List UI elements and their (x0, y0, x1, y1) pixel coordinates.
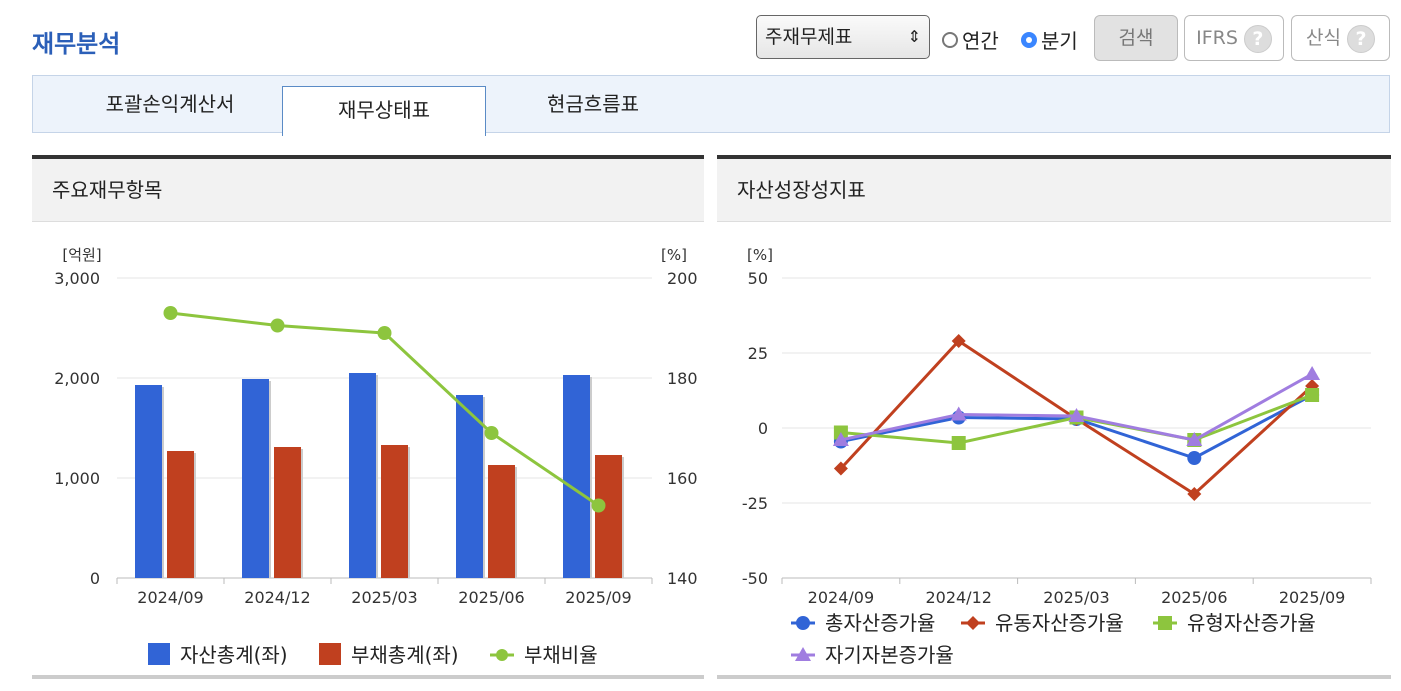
x-tick-label: 2025/03 (1043, 588, 1109, 607)
bar-total-assets (563, 375, 590, 578)
asset-growth-chart: [%] -50 -25 0 25 50 2024/09 2024/12 2025/03 2025/… (742, 246, 1372, 667)
tab-balance-sheet[interactable]: 재무상태표 (282, 86, 486, 136)
x-tick-label: 2024/12 (244, 588, 310, 607)
legend-label: 자기자본증가율 (825, 643, 954, 667)
y-left-tick-label: 3,000 (54, 269, 100, 288)
legend-label: 부채총계(좌) (351, 643, 459, 667)
x-tick-label: 2025/06 (1161, 588, 1227, 607)
legend-label: 부채비율 (524, 643, 598, 667)
help-icon: ? (1346, 24, 1375, 53)
statement-type-select[interactable]: 주재무제표 ⇕ (756, 15, 930, 59)
point-equity-growth (1186, 432, 1203, 446)
legend-marker-equity-growth (795, 647, 811, 661)
point-current-asset-growth (833, 461, 848, 476)
y-tick-label: -25 (742, 494, 768, 513)
point-equity-growth (1068, 408, 1085, 422)
point-debt-ratio (484, 426, 499, 440)
bar-total-liabilities (595, 455, 622, 578)
legend-marker-current-asset-growth (966, 616, 980, 630)
y-tick-label: 50 (748, 269, 768, 288)
legend-swatch-total-assets (148, 643, 170, 665)
radio-quarter[interactable]: 분기 (1021, 25, 1078, 54)
legend-label: 총자산증가율 (825, 611, 935, 635)
asset-growth-title: 자산성장성지표 (717, 159, 1391, 222)
radio-annual-indicator (942, 31, 958, 48)
radio-quarter-label: 분기 (1041, 29, 1078, 53)
legend-swatch-total-liabilities (319, 643, 341, 665)
y-left-tick-label: 2,000 (54, 369, 100, 388)
help-icon: ? (1243, 24, 1272, 53)
y-right-unit: [%] (661, 246, 687, 264)
x-tick-label: 2024/09 (808, 588, 874, 607)
radio-annual[interactable]: 연간 (942, 25, 999, 54)
y-unit: [%] (747, 246, 773, 264)
statement-tabs: 포괄손익계산서 재무상태표 현금흐름표 (32, 75, 1390, 136)
legend-marker-total-asset-growth (796, 616, 810, 630)
y-right-tick-label: 140 (667, 569, 698, 588)
tab-income-statement[interactable]: 포괄손익계산서 (105, 92, 235, 116)
x-tick-label: 2024/12 (925, 588, 991, 607)
point-debt-ratio (270, 318, 285, 333)
y-tick-label: -50 (742, 569, 768, 588)
y-left-unit: [억원] (62, 246, 101, 264)
page-title: 재무분석 (32, 30, 121, 58)
legend-label: 자산총계(좌) (180, 643, 288, 667)
y-left-tick-label: 1,000 (54, 469, 100, 488)
y-tick-label: 25 (748, 344, 768, 363)
y-right-tick-label: 200 (667, 269, 698, 288)
formula-help-button[interactable]: 산식? (1291, 15, 1390, 61)
key-items-chart: [억원] [%] 0 1,000 2,000 3,000 140 160 180 200 2024/… (54, 246, 698, 667)
point-debt-ratio (377, 326, 392, 340)
point-debt-ratio (591, 498, 606, 513)
controls-bar: 주재무제표 ⇕ 연간 분기 검색 IFRS? 산식? (756, 15, 1392, 63)
bar-total-liabilities (381, 445, 408, 578)
bar-total-assets (456, 395, 483, 578)
bar-total-liabilities (167, 451, 194, 578)
x-tick-label: 2025/09 (565, 588, 631, 607)
point-current-asset-growth (951, 334, 966, 348)
legend-label: 유동자산증가율 (995, 611, 1124, 635)
x-tick-label: 2025/03 (351, 588, 417, 607)
x-tick-label: 2025/06 (458, 588, 524, 607)
bar-total-liabilities (488, 465, 515, 578)
select-value: 주재무제표 (765, 26, 853, 48)
bar-total-liabilities (274, 447, 301, 578)
point-tangible-asset-growth (1305, 388, 1320, 402)
key-items-panel: 주요재무항목 [억원] [%] 0 1,000 2,000 3,000 140 160 180 2… (32, 155, 704, 679)
ifrs-help-button[interactable]: IFRS? (1184, 15, 1284, 61)
key-items-title: 주요재무항목 (32, 159, 704, 222)
bar-total-assets (242, 379, 269, 578)
chevron-updown-icon: ⇕ (907, 27, 921, 46)
panel-divider (717, 675, 1391, 679)
point-current-asset-growth (1187, 487, 1202, 501)
tab-cash-flow[interactable]: 현금흐름표 (547, 92, 639, 116)
search-button[interactable]: 검색 (1094, 15, 1178, 61)
ifrs-label: IFRS (1196, 27, 1238, 49)
legend-marker-tangible-asset-growth (1158, 616, 1172, 630)
legend-marker-debt-ratio (496, 649, 508, 661)
asset-growth-panel: 자산성장성지표 [%] -50 -25 0 25 50 2024/09 2024/12 2025… (717, 155, 1391, 679)
point-equity-growth (832, 432, 849, 446)
x-tick-label: 2025/09 (1279, 588, 1345, 607)
y-right-tick-label: 180 (667, 369, 698, 388)
panel-divider (32, 675, 704, 679)
y-right-tick-label: 160 (667, 469, 698, 488)
line-total-asset-growth (840, 393, 1313, 460)
point-tangible-asset-growth (951, 436, 966, 450)
point-debt-ratio (163, 306, 178, 320)
y-left-tick-label: 0 (90, 569, 100, 588)
point-equity-growth (1304, 366, 1321, 380)
line-equity-growth (840, 372, 1313, 442)
radio-annual-label: 연간 (962, 29, 999, 53)
radio-quarter-indicator (1021, 31, 1037, 48)
bar-total-assets (349, 373, 376, 578)
point-total-asset-growth (1187, 451, 1202, 465)
legend-label: 유형자산증가율 (1187, 611, 1316, 635)
y-tick-label: 0 (758, 419, 768, 438)
x-tick-label: 2024/09 (137, 588, 203, 607)
point-equity-growth (950, 406, 967, 421)
formula-label: 산식 (1306, 27, 1341, 49)
bar-total-assets (135, 385, 162, 578)
